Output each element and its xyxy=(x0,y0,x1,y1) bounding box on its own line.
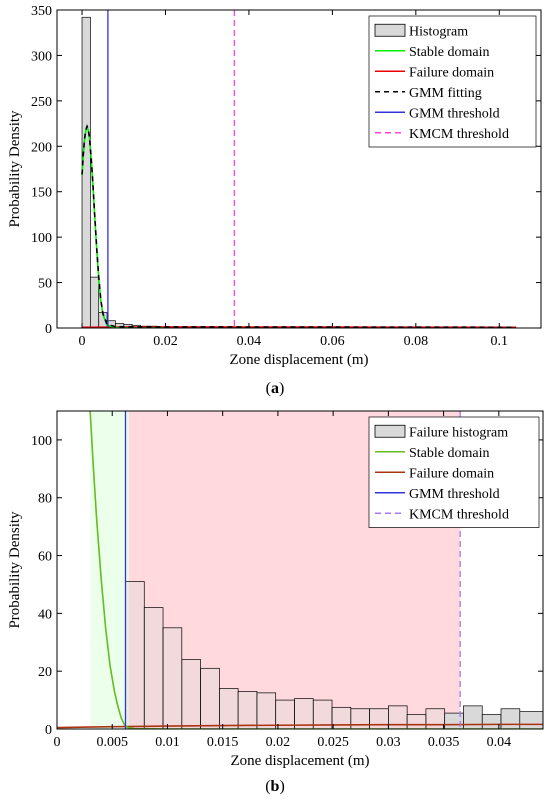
panel-b-histogram-bar xyxy=(481,714,502,729)
panel-a-chart: 0 0.02 0.04 0.06 0.08 0.1 0 50 100 150 200 250 300 35… xyxy=(7,4,542,368)
panel-b-x-tick-label: 0.03 xyxy=(376,735,401,750)
panel-b-caption: (b) xyxy=(265,778,285,795)
panel-a-x-tick-label: 0.08 xyxy=(404,334,429,349)
panel-b-histogram-bar xyxy=(162,627,183,729)
panel-b-y-tick-label: 80 xyxy=(38,492,52,507)
panel-b-y-tick-label: 0 xyxy=(45,723,52,738)
panel-a-y-tick-label: 50 xyxy=(38,277,52,292)
panel-a-caption-label: a xyxy=(271,380,279,397)
panel-a-legend-entry: GMM fitting xyxy=(409,86,482,101)
panel-a-x-axis-label: Zone displacement (m) xyxy=(229,352,368,368)
panel-b-histogram-bar xyxy=(388,705,408,729)
panel-b-legend-entry: Failure histogram xyxy=(409,425,508,440)
panel-b-x-tick-label: 0.01 xyxy=(155,735,180,750)
panel-a-y-tick-label: 150 xyxy=(31,186,52,201)
panel-a-y-tick-label: 250 xyxy=(31,95,52,110)
panel-b-failure-domain-line xyxy=(57,723,543,729)
panel-a-legend-entry: Stable domain xyxy=(409,45,490,60)
panel-b-histogram-bar xyxy=(256,692,277,729)
panel-b-histogram-bar xyxy=(500,708,521,729)
panel-a-y-tick-label: 0 xyxy=(45,322,52,337)
panel-a-histogram-bar xyxy=(81,16,91,328)
panel-b-legend-entry: Failure domain xyxy=(409,466,494,481)
panel-b-histogram-bar xyxy=(125,581,145,729)
panel-b-axes-box xyxy=(56,410,544,730)
panel-b-x-tick-label: 0.025 xyxy=(317,735,349,750)
panel-a-legend-entry: KMCM threshold xyxy=(409,127,509,142)
panel-a-caption: (a) xyxy=(265,380,285,397)
panel-a-y-tick-label: 200 xyxy=(31,140,52,155)
panel-b-histogram-bar xyxy=(331,706,352,729)
panel-b-x-tick-label: 0.005 xyxy=(96,735,128,750)
panel-b-legend-entry: KMCM threshold xyxy=(409,507,509,522)
panel-b-legend-swatch-histogram xyxy=(374,424,406,438)
panel-b-histogram-bar xyxy=(219,688,239,729)
panel-b-legend-entry: Stable domain xyxy=(409,446,490,461)
panel-a-y-tick-label: 300 xyxy=(31,49,52,64)
panel-b-x-tick-label: 0.04 xyxy=(487,735,512,750)
panel-b-histogram-bar xyxy=(463,705,483,729)
panel-a-x-tick-label: 0 xyxy=(79,334,86,349)
panel-b-x-axis-label: Zone displacement (m) xyxy=(230,753,369,769)
panel-a-x-tick-label: 0.06 xyxy=(320,334,345,349)
panel-a-legend-box xyxy=(368,15,537,148)
panel-a-gmm-fitting-line xyxy=(81,124,516,328)
panel-b-histogram-bar xyxy=(143,607,164,729)
panel-b-histogram-bar xyxy=(369,708,389,729)
panel-a-axes-box xyxy=(56,9,542,329)
panel-b-x-tick-label: 0 xyxy=(54,735,61,750)
panel-b-y-axis-label: Probability Density xyxy=(7,511,23,629)
panel-b-stable-glow xyxy=(90,411,129,729)
panel-a-legend-entry: Failure domain xyxy=(409,65,494,80)
panel-a-y-axis-label: Probability Density xyxy=(7,110,23,228)
panel-a-y-tick-label: 350 xyxy=(31,4,52,19)
panel-b-y-tick-label: 100 xyxy=(31,434,52,449)
panel-a-x-tick-label: 0.02 xyxy=(153,334,178,349)
panel-b-y-tick-label: 60 xyxy=(38,550,52,565)
panel-b-histogram-bar xyxy=(406,714,427,729)
panel-a-y-tick-label: 100 xyxy=(31,231,52,246)
panel-b-histogram-bar xyxy=(181,659,201,729)
panel-a-x-tick-label: 0.1 xyxy=(491,334,509,349)
panel-b-y-tick-label: 40 xyxy=(38,607,52,622)
panel-a-legend-entry: Histogram xyxy=(409,24,468,39)
panel-b-histogram-bar xyxy=(350,708,370,729)
panel-b-x-tick-label: 0.02 xyxy=(266,735,291,750)
panel-b-legend-entry: GMM threshold xyxy=(409,487,500,502)
panel-b-x-tick-label: 0.015 xyxy=(207,735,239,750)
panel-b-stable-domain-line xyxy=(89,411,543,729)
panel-b-histogram-bar xyxy=(519,711,543,729)
panel-b-histogram-bar xyxy=(425,708,446,729)
panel-b-caption-label: b xyxy=(270,778,280,795)
panel-b-histogram-bar xyxy=(237,691,258,729)
panel-b-histogram-bar xyxy=(200,667,220,729)
panel-a-legend-swatch-histogram xyxy=(374,23,406,37)
panel-a-x-tick-label: 0.04 xyxy=(237,334,262,349)
panel-b-chart: 0 0.005 0.01 0.015 0.02 0.025 0.03 0.035 0.04 0 20… xyxy=(7,410,544,769)
panel-b-x-tick-label: 0.035 xyxy=(428,735,460,750)
panel-a-legend-entry: GMM threshold xyxy=(409,106,500,121)
panel-b-y-tick-label: 20 xyxy=(38,665,52,680)
panel-a-histogram-bar xyxy=(90,276,100,328)
